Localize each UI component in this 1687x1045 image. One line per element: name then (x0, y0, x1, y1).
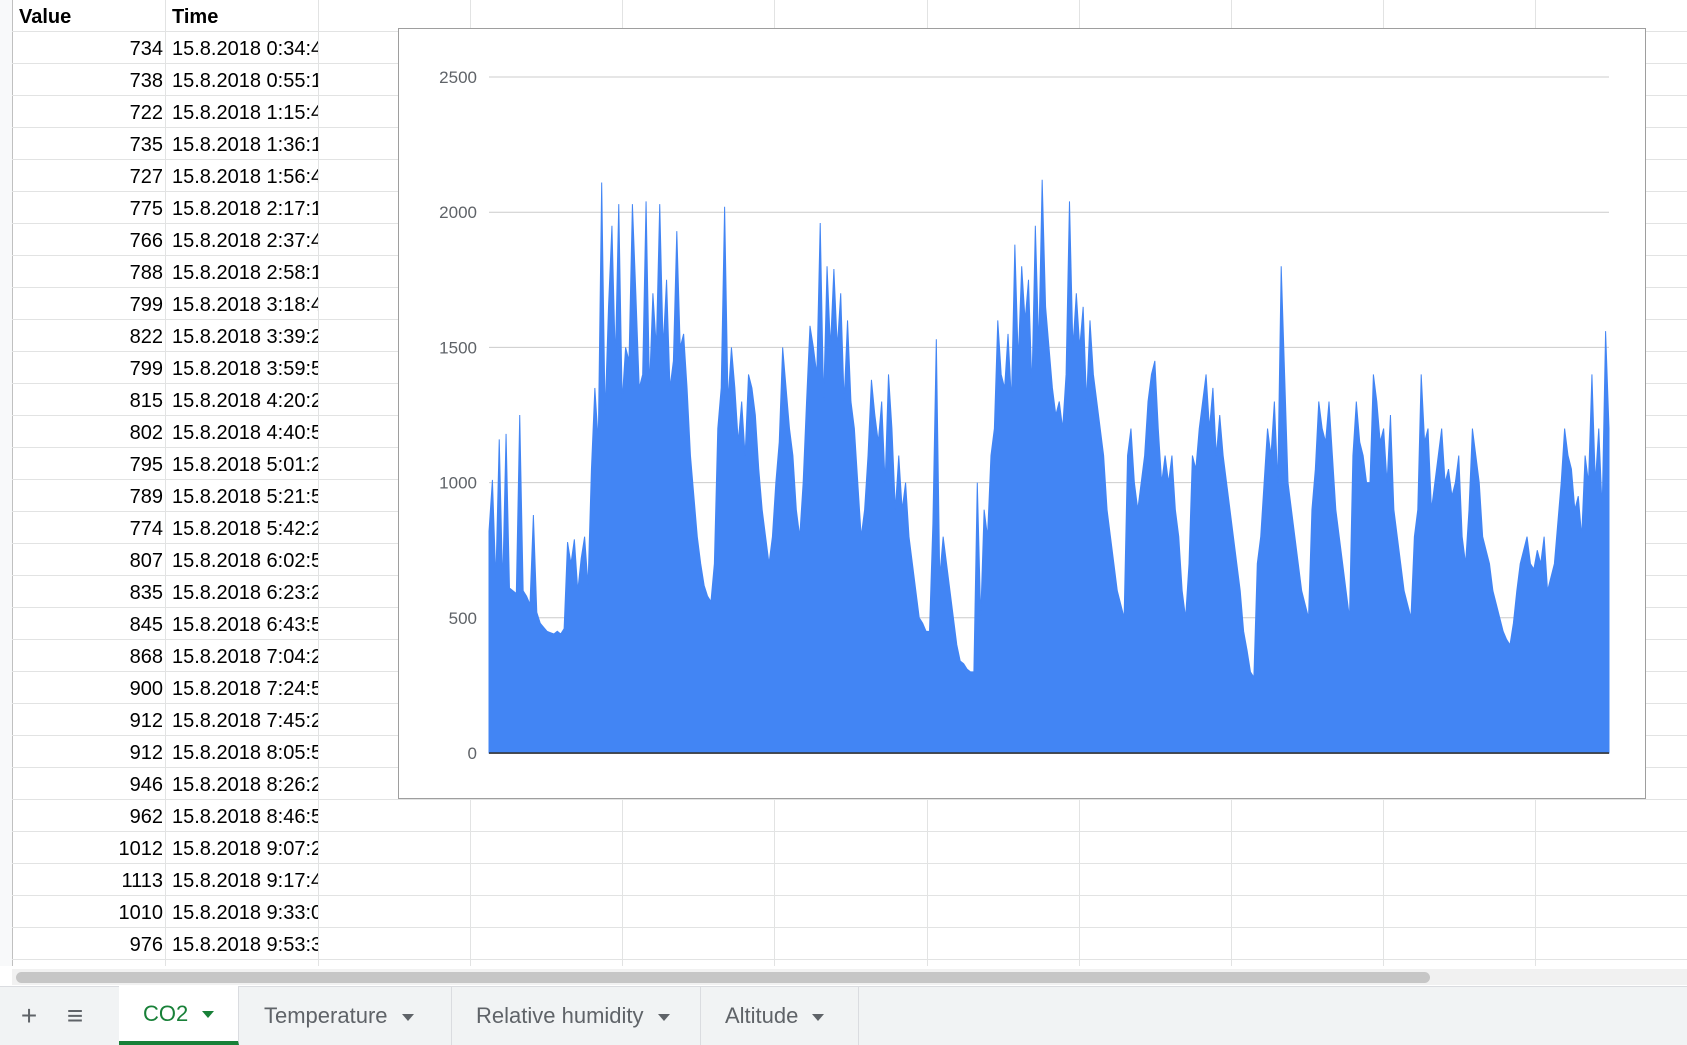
cell-value[interactable]: 727 (129, 166, 163, 188)
cell-time[interactable]: 15.8.2018 1:15:4 (172, 102, 318, 124)
cell-value[interactable]: 1012 (118, 838, 164, 860)
chevron-down-icon[interactable] (202, 1011, 215, 1018)
cell-value[interactable]: 822 (129, 326, 163, 348)
tab-altitude[interactable]: Altitude (701, 987, 859, 1045)
add-sheet-icon[interactable]: + (20, 1000, 38, 1031)
cell-value[interactable]: 868 (129, 646, 163, 668)
tab-relative-humidity[interactable]: Relative humidity (452, 987, 701, 1045)
tab-label: Relative humidity (476, 1003, 644, 1028)
cell-value[interactable]: 845 (129, 614, 163, 636)
cell-value[interactable]: 775 (129, 198, 163, 220)
cell-time[interactable]: 15.8.2018 7:24:5 (172, 678, 318, 700)
tab-label: CO2 (143, 1000, 189, 1026)
cell-time[interactable]: 15.8.2018 4:20:2 (172, 390, 318, 412)
horizontal-scrollbar-thumb[interactable] (16, 972, 1430, 983)
cell-value[interactable]: 774 (129, 518, 163, 540)
series-area-value[interactable] (488, 179, 1610, 754)
cell-time[interactable]: 15.8.2018 9:53:3 (172, 934, 318, 956)
cell-time[interactable]: 15.8.2018 5:42:2 (172, 518, 318, 540)
y-tick-label: 0 (468, 744, 477, 763)
cell-value[interactable]: 815 (129, 390, 163, 412)
cell-time[interactable]: 15.8.2018 6:43:5 (172, 614, 318, 636)
tab-label: Altitude (725, 1003, 799, 1028)
cell-time[interactable]: 15.8.2018 3:39:2 (172, 326, 318, 348)
header-value[interactable]: Value (19, 6, 72, 28)
cell-value[interactable]: 976 (129, 934, 163, 956)
cell-time[interactable]: 15.8.2018 4:40:5 (172, 422, 318, 444)
tab-temperature[interactable]: Temperature (240, 987, 452, 1045)
chevron-down-icon[interactable] (812, 1013, 825, 1021)
y-tick-label: 2500 (439, 68, 477, 87)
cell-time[interactable]: 15.8.2018 8:46:5 (172, 806, 318, 828)
cell-value[interactable]: 802 (129, 422, 163, 444)
header-time[interactable]: Time (172, 6, 219, 28)
sheet-tab-bar: + ≡ CO2 Temperature Relative humidity Al… (0, 986, 1687, 1045)
tab-co2[interactable]: CO2 (119, 986, 239, 1045)
cell-time[interactable]: 15.8.2018 2:17:1 (172, 198, 318, 220)
column-gridline (165, 0, 166, 966)
cell-value[interactable]: 735 (129, 134, 163, 156)
all-sheets-list-icon[interactable]: ≡ (66, 1000, 84, 1031)
cell-time[interactable]: 15.8.2018 2:37:4 (172, 230, 318, 252)
row-gridline (12, 927, 1687, 928)
column-gridline (318, 0, 319, 966)
y-tick-label: 1000 (439, 474, 477, 493)
cell-value[interactable]: 807 (129, 550, 163, 572)
cell-time[interactable]: 15.8.2018 0:34:4 (172, 38, 318, 60)
cell-value[interactable]: 912 (129, 742, 163, 764)
cell-time[interactable]: 15.8.2018 8:26:2 (172, 774, 318, 796)
cell-value[interactable]: 946 (129, 774, 163, 796)
row-gridline (12, 959, 1687, 960)
cell-time[interactable]: 15.8.2018 6:23:2 (172, 582, 318, 604)
cell-time[interactable]: 15.8.2018 9:17:4 (172, 870, 318, 892)
y-tick-label: 1500 (439, 338, 477, 357)
cell-value[interactable]: 1113 (121, 870, 163, 892)
cell-value[interactable]: 799 (129, 294, 163, 316)
tab-label: Temperature (264, 1003, 388, 1028)
row-gridline (12, 895, 1687, 896)
cell-time[interactable]: 15.8.2018 3:18:4 (172, 294, 318, 316)
cell-value[interactable]: 799 (129, 358, 163, 380)
cell-time[interactable]: 15.8.2018 1:56:4 (172, 166, 318, 188)
cell-time[interactable]: 15.8.2018 9:07:2 (172, 838, 318, 860)
cell-time[interactable]: 15.8.2018 7:45:2 (172, 710, 318, 732)
cell-time[interactable]: 15.8.2018 9:33:0 (172, 902, 318, 924)
cell-value[interactable]: 900 (129, 678, 163, 700)
cell-value[interactable]: 1010 (118, 902, 164, 924)
cell-time[interactable]: 15.8.2018 8:05:5 (172, 742, 318, 764)
cell-value[interactable]: 962 (129, 806, 163, 828)
cell-time[interactable]: 15.8.2018 7:04:2 (172, 646, 318, 668)
y-tick-label: 500 (449, 609, 477, 628)
chevron-down-icon[interactable] (657, 1013, 670, 1021)
row-gridline (12, 863, 1687, 864)
cell-time[interactable]: 15.8.2018 0:55:1 (172, 70, 318, 92)
cell-value[interactable]: 788 (129, 262, 163, 284)
cell-value[interactable]: 734 (129, 38, 163, 60)
cell-value[interactable]: 766 (129, 230, 163, 252)
cell-time[interactable]: 15.8.2018 5:21:5 (172, 486, 318, 508)
cell-value[interactable]: 789 (129, 486, 163, 508)
cell-value[interactable]: 835 (129, 582, 163, 604)
cell-value[interactable]: 912 (129, 710, 163, 732)
cell-value[interactable]: 795 (129, 454, 163, 476)
y-tick-label: 2000 (439, 203, 477, 222)
co2-chart[interactable]: 0 500 1000 1500 2000 2500 (398, 28, 1646, 799)
row-number-strip[interactable] (0, 0, 13, 966)
cell-time[interactable]: 15.8.2018 3:59:5 (172, 358, 318, 380)
chart-canvas: 0 500 1000 1500 2000 2500 (439, 68, 1610, 763)
cell-time[interactable]: 15.8.2018 1:36:1 (172, 134, 318, 156)
chevron-down-icon[interactable] (401, 1013, 414, 1021)
cell-time[interactable]: 15.8.2018 5:01:2 (172, 454, 318, 476)
row-gridline (12, 831, 1687, 832)
cell-time[interactable]: 15.8.2018 6:02:5 (172, 550, 318, 572)
cell-time[interactable]: 15.8.2018 2:58:1 (172, 262, 318, 284)
cell-value[interactable]: 722 (129, 102, 163, 124)
cell-value[interactable]: 738 (129, 70, 163, 92)
row-gridline (12, 799, 1687, 800)
